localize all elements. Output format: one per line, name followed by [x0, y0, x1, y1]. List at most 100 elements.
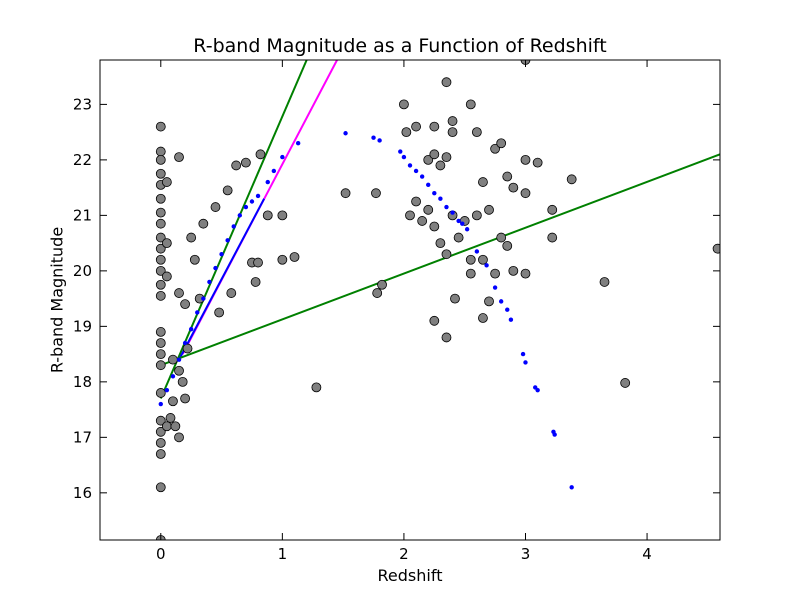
data-point — [490, 143, 500, 154]
model-point — [520, 351, 526, 357]
y-tick-label: 16 — [73, 484, 92, 502]
model-point — [271, 168, 277, 174]
data-point — [155, 349, 166, 360]
model-point — [432, 190, 437, 196]
data-point — [161, 238, 172, 249]
model-point — [377, 138, 382, 143]
model-point — [413, 168, 419, 174]
data-point — [155, 388, 166, 398]
model-point — [407, 163, 413, 168]
data-point — [155, 426, 166, 437]
data-point — [240, 157, 251, 168]
data-point — [255, 149, 266, 160]
data-point — [435, 160, 446, 171]
data-point — [155, 437, 166, 448]
data-point — [222, 185, 233, 196]
model-point — [438, 196, 443, 201]
data-point — [155, 338, 166, 348]
data-point — [465, 99, 476, 110]
model-point — [426, 182, 431, 188]
data-point — [155, 193, 166, 204]
data-point — [478, 177, 488, 187]
x-axis-label: Redshift — [377, 566, 443, 585]
y-tick-label: 22 — [73, 151, 92, 169]
data-point — [165, 413, 176, 423]
y-tick-label: 20 — [73, 262, 92, 280]
data-point — [155, 232, 166, 243]
data-point — [429, 315, 440, 326]
model-point — [265, 179, 270, 185]
data-point — [520, 188, 531, 199]
data-point — [465, 268, 476, 279]
model-point — [243, 204, 249, 210]
data-point — [447, 116, 458, 126]
model-point — [170, 374, 176, 379]
data-point — [465, 254, 476, 265]
y-tick-label: 19 — [73, 317, 92, 335]
data-point — [372, 288, 383, 298]
data-point — [508, 182, 519, 193]
model-point — [158, 401, 163, 407]
y-tick-label: 21 — [73, 206, 92, 224]
data-point — [547, 232, 558, 243]
data-point — [277, 210, 288, 221]
model-point — [450, 210, 455, 215]
model-point — [295, 141, 301, 146]
data-point — [155, 290, 166, 301]
model-point — [419, 174, 425, 179]
data-point — [423, 204, 434, 215]
data-point — [478, 313, 488, 323]
model-point — [237, 213, 243, 218]
data-point — [566, 174, 577, 185]
model-point — [535, 387, 540, 393]
data-point — [447, 127, 458, 138]
data-point — [502, 240, 513, 251]
data-point — [496, 138, 507, 149]
data-point — [371, 188, 381, 199]
model-point — [219, 252, 224, 257]
data-point — [155, 265, 166, 276]
data-point — [532, 157, 543, 168]
data-point — [155, 449, 166, 459]
x-tick-label: 1 — [278, 545, 288, 563]
model-point — [371, 135, 376, 140]
data-point — [155, 218, 166, 229]
x-tick-label: 2 — [399, 545, 409, 563]
model-point — [195, 310, 200, 315]
data-point — [170, 421, 181, 432]
model-point — [255, 193, 261, 199]
data-point — [214, 307, 225, 318]
y-tick-label: 23 — [73, 95, 92, 113]
data-point — [186, 232, 197, 243]
data-point — [417, 216, 428, 226]
data-point — [226, 288, 237, 298]
model-point — [505, 307, 510, 312]
data-point — [484, 296, 494, 307]
model-point — [444, 204, 449, 210]
data-point — [155, 254, 166, 265]
model-point — [164, 387, 170, 393]
data-point — [155, 482, 166, 493]
model-point — [552, 432, 557, 437]
model-point — [213, 265, 218, 271]
model-point — [182, 340, 188, 346]
data-point — [161, 421, 172, 432]
data-point — [311, 382, 322, 393]
data-point — [471, 127, 482, 138]
fit-line — [159, 60, 308, 399]
data-point — [547, 204, 558, 215]
model-point — [176, 357, 182, 362]
model-point — [508, 317, 514, 322]
data-point — [490, 268, 500, 279]
data-point — [496, 232, 507, 243]
data-point — [210, 202, 221, 212]
data-point — [161, 177, 172, 187]
data-point — [411, 196, 421, 207]
model-point — [280, 154, 285, 160]
data-point — [429, 149, 440, 160]
data-point — [520, 268, 531, 279]
data-point — [471, 210, 482, 221]
data-point — [168, 396, 178, 407]
model-point — [249, 199, 255, 204]
data-point — [429, 221, 440, 232]
